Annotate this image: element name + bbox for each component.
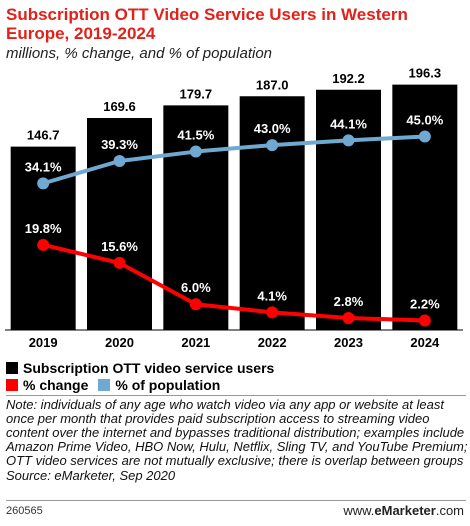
population-label-2022: 43.0% <box>254 121 291 136</box>
change-label-2019: 19.8% <box>25 221 62 236</box>
change-point-2023 <box>342 311 355 324</box>
bar-label-2020: 169.6 <box>103 99 136 114</box>
bar-label-2021: 179.7 <box>180 86 213 101</box>
population-label-2024: 45.0% <box>406 113 443 128</box>
population-line <box>42 134 425 186</box>
legend-row-1: Subscription OTT video service users <box>6 360 284 376</box>
brand-suffix: .com <box>435 503 464 518</box>
population-label-2019: 34.1% <box>25 159 62 174</box>
population-point-2023 <box>342 134 355 147</box>
change-label-2024: 2.2% <box>410 297 440 312</box>
population-point-2021 <box>189 145 202 158</box>
change-point-2019 <box>37 238 50 251</box>
change-label-2021: 6.0% <box>181 280 211 295</box>
chart-id: 260565 <box>6 505 43 517</box>
x-tick-2020: 2020 <box>105 335 134 350</box>
change-point-2020 <box>113 256 126 269</box>
x-tick-2023: 2023 <box>334 335 363 350</box>
legend-swatch-population <box>98 379 111 391</box>
bar-label-2023: 192.2 <box>332 71 365 86</box>
legend-item-users: Subscription OTT video service users <box>6 360 274 376</box>
change-line <box>42 242 425 323</box>
bar-label-2022: 187.0 <box>256 77 289 92</box>
population-label-2020: 39.3% <box>101 137 138 152</box>
divider-bottom <box>6 500 466 501</box>
legend-swatch-users <box>6 362 18 374</box>
x-tick-2024: 2024 <box>410 335 440 350</box>
chart-subtitle: millions, % change, and % of population <box>6 45 273 62</box>
bar-2020 <box>87 118 152 330</box>
change-point-2024 <box>418 314 431 327</box>
chart: 146.7 169.6 179.7 187.0 192.2 196.3 2019 2020 20… <box>5 66 463 350</box>
population-label-2021: 41.5% <box>177 128 214 143</box>
brand-name: eMarketer <box>374 503 436 518</box>
chart-source: Source: eMarketer, Sep 2020 <box>6 468 176 483</box>
brand-prefix: www. <box>343 503 375 518</box>
legend-label-change: % change <box>23 377 89 393</box>
divider-top <box>6 395 466 396</box>
legend-swatch-change <box>6 379 18 391</box>
legend-row-2: % change % of population <box>6 377 230 393</box>
change-point-2022 <box>266 306 279 319</box>
legend-label-users: Subscription OTT video service users <box>23 360 275 376</box>
legend-item-population: % of population <box>98 377 220 393</box>
population-point-2019 <box>37 177 50 190</box>
x-tick-2019: 2019 <box>29 335 58 350</box>
change-label-2022: 4.1% <box>257 288 287 303</box>
bar-2022 <box>239 96 305 330</box>
chart-title: Subscription OTT Video Service Users in … <box>6 5 408 43</box>
population-label-2023: 44.1% <box>330 116 367 131</box>
population-point-2024 <box>418 130 431 143</box>
bar-2023 <box>316 89 381 330</box>
bar-label-2019: 146.7 <box>27 128 60 143</box>
population-point-2022 <box>266 139 279 152</box>
legend-item-change: % change <box>6 377 88 393</box>
x-tick-2021: 2021 <box>181 335 210 350</box>
x-tick-2022: 2022 <box>258 335 287 350</box>
brand-link[interactable]: www.eMarketer.com <box>343 503 464 518</box>
change-label-2023: 2.8% <box>334 294 364 309</box>
legend-label-population: % of population <box>115 377 221 393</box>
change-label-2020: 15.6% <box>101 239 138 254</box>
change-point-2021 <box>189 298 202 311</box>
population-point-2020 <box>113 155 126 168</box>
chart-note: Note: individuals of any age who watch v… <box>6 397 468 468</box>
bar-2024 <box>392 84 458 330</box>
bar-label-2024: 196.3 <box>409 66 442 81</box>
